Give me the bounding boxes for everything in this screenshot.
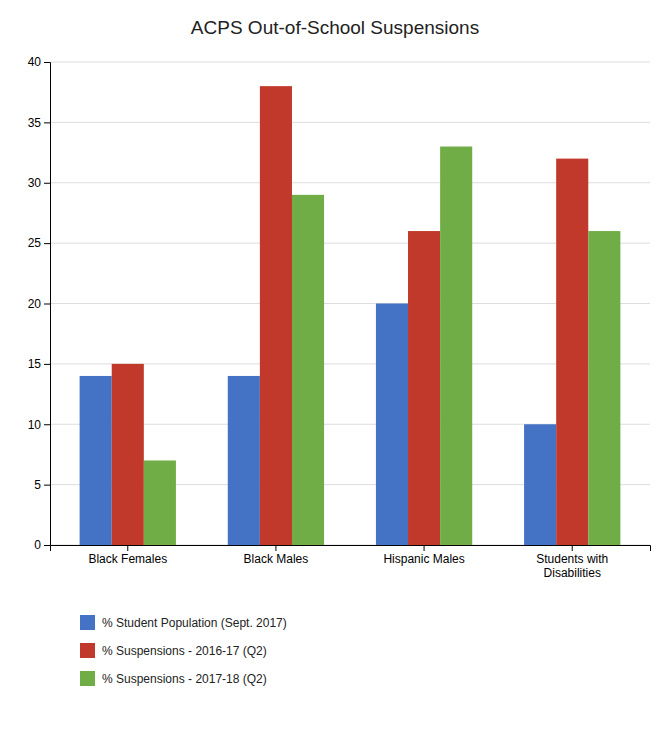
y-tick-mark [44,122,50,123]
y-tick-mark [44,304,50,305]
y-axis: 0 5 10 15 20 25 30 35 40 [28,55,51,552]
x-tick: Black Males [244,545,309,566]
y-tick-label: 35 [28,116,42,130]
x-tick-label: Hispanic Males [383,552,464,566]
bar [144,460,176,545]
y-tick: 20 [28,297,50,311]
x-tick: Students withDisabilities [536,545,608,580]
y-tick-mark [44,243,50,244]
x-tick-mark [572,545,573,551]
x-axis-line [51,546,651,552]
legend-label: % Suspensions - 2016-17 (Q2) [102,644,267,658]
legend-swatch [80,615,95,630]
legend-item: % Student Population (Sept. 2017) [80,615,287,630]
bar [228,376,260,545]
y-tick-mark [44,62,50,63]
y-tick-mark [44,424,50,425]
y-tick: 10 [28,418,50,432]
chart: 0 5 10 15 20 25 30 35 40 Black Females Black Males… [0,0,670,735]
y-tick: 0 [34,538,50,552]
y-tick: 25 [28,236,50,250]
legend-item: % Suspensions - 2017-18 (Q2) [80,671,267,686]
bar-series [144,147,621,545]
y-tick-label: 25 [28,236,42,250]
y-tick-label: 10 [28,418,42,432]
y-tick-mark [44,183,50,184]
legend-label: % Suspensions - 2017-18 (Q2) [102,672,267,686]
bar [376,304,408,546]
bar [524,424,556,545]
x-tick-mark [275,545,276,551]
y-tick-mark [44,545,50,546]
bar [292,195,324,545]
y-tick: 5 [34,478,50,492]
bar [408,231,440,545]
x-tick: Black Females [88,545,167,566]
x-tick-label-line: Disabilities [544,566,601,580]
legend-label: % Student Population (Sept. 2017) [102,616,287,630]
legend-swatch [80,671,95,686]
x-tick-label-line: Black Females [88,552,167,566]
y-tick: 30 [28,176,50,190]
x-tick-label-line: Black Males [244,552,309,566]
x-tick-label-line: Hispanic Males [383,552,464,566]
bar [80,376,112,545]
y-tick-label: 20 [28,297,42,311]
legend: % Student Population (Sept. 2017) % Suspe… [80,615,287,686]
y-axis-line [44,63,51,546]
legend-item: % Suspensions - 2016-17 (Q2) [80,643,267,658]
bar [260,86,292,545]
title: ACPS Out-of-School Suspensions [191,17,479,38]
legend-swatch [80,643,95,658]
bar [440,147,472,545]
bar [556,159,588,545]
y-tick-label: 40 [28,55,42,69]
x-tick-label: Black Males [244,552,309,566]
bar [588,231,620,545]
y-tick: 35 [28,116,50,130]
y-tick-label: 5 [34,478,41,492]
y-tick-mark [44,485,50,486]
plot: 0 5 10 15 20 25 30 35 40 Black Females Black Males… [28,55,651,580]
y-tick-label: 30 [28,176,42,190]
grid-line [50,122,650,123]
y-tick: 15 [28,357,50,371]
grid-line [50,62,650,63]
y-tick-label: 15 [28,357,42,371]
bar-series [112,86,589,545]
x-tick-label: Black Females [88,552,167,566]
grid [50,62,650,545]
y-tick: 40 [28,55,50,69]
bars [80,86,621,545]
y-tick-mark [44,364,50,365]
y-tick-label: 0 [34,538,41,552]
x-tick-label: Students withDisabilities [536,552,608,580]
x-axis: Black Females Black Males Hispanic Males St… [51,545,651,580]
x-tick-mark [424,545,425,551]
bar [112,364,144,545]
x-tick-mark [127,545,128,551]
x-tick: Hispanic Males [383,545,464,566]
x-tick-label-line: Students with [536,552,608,566]
